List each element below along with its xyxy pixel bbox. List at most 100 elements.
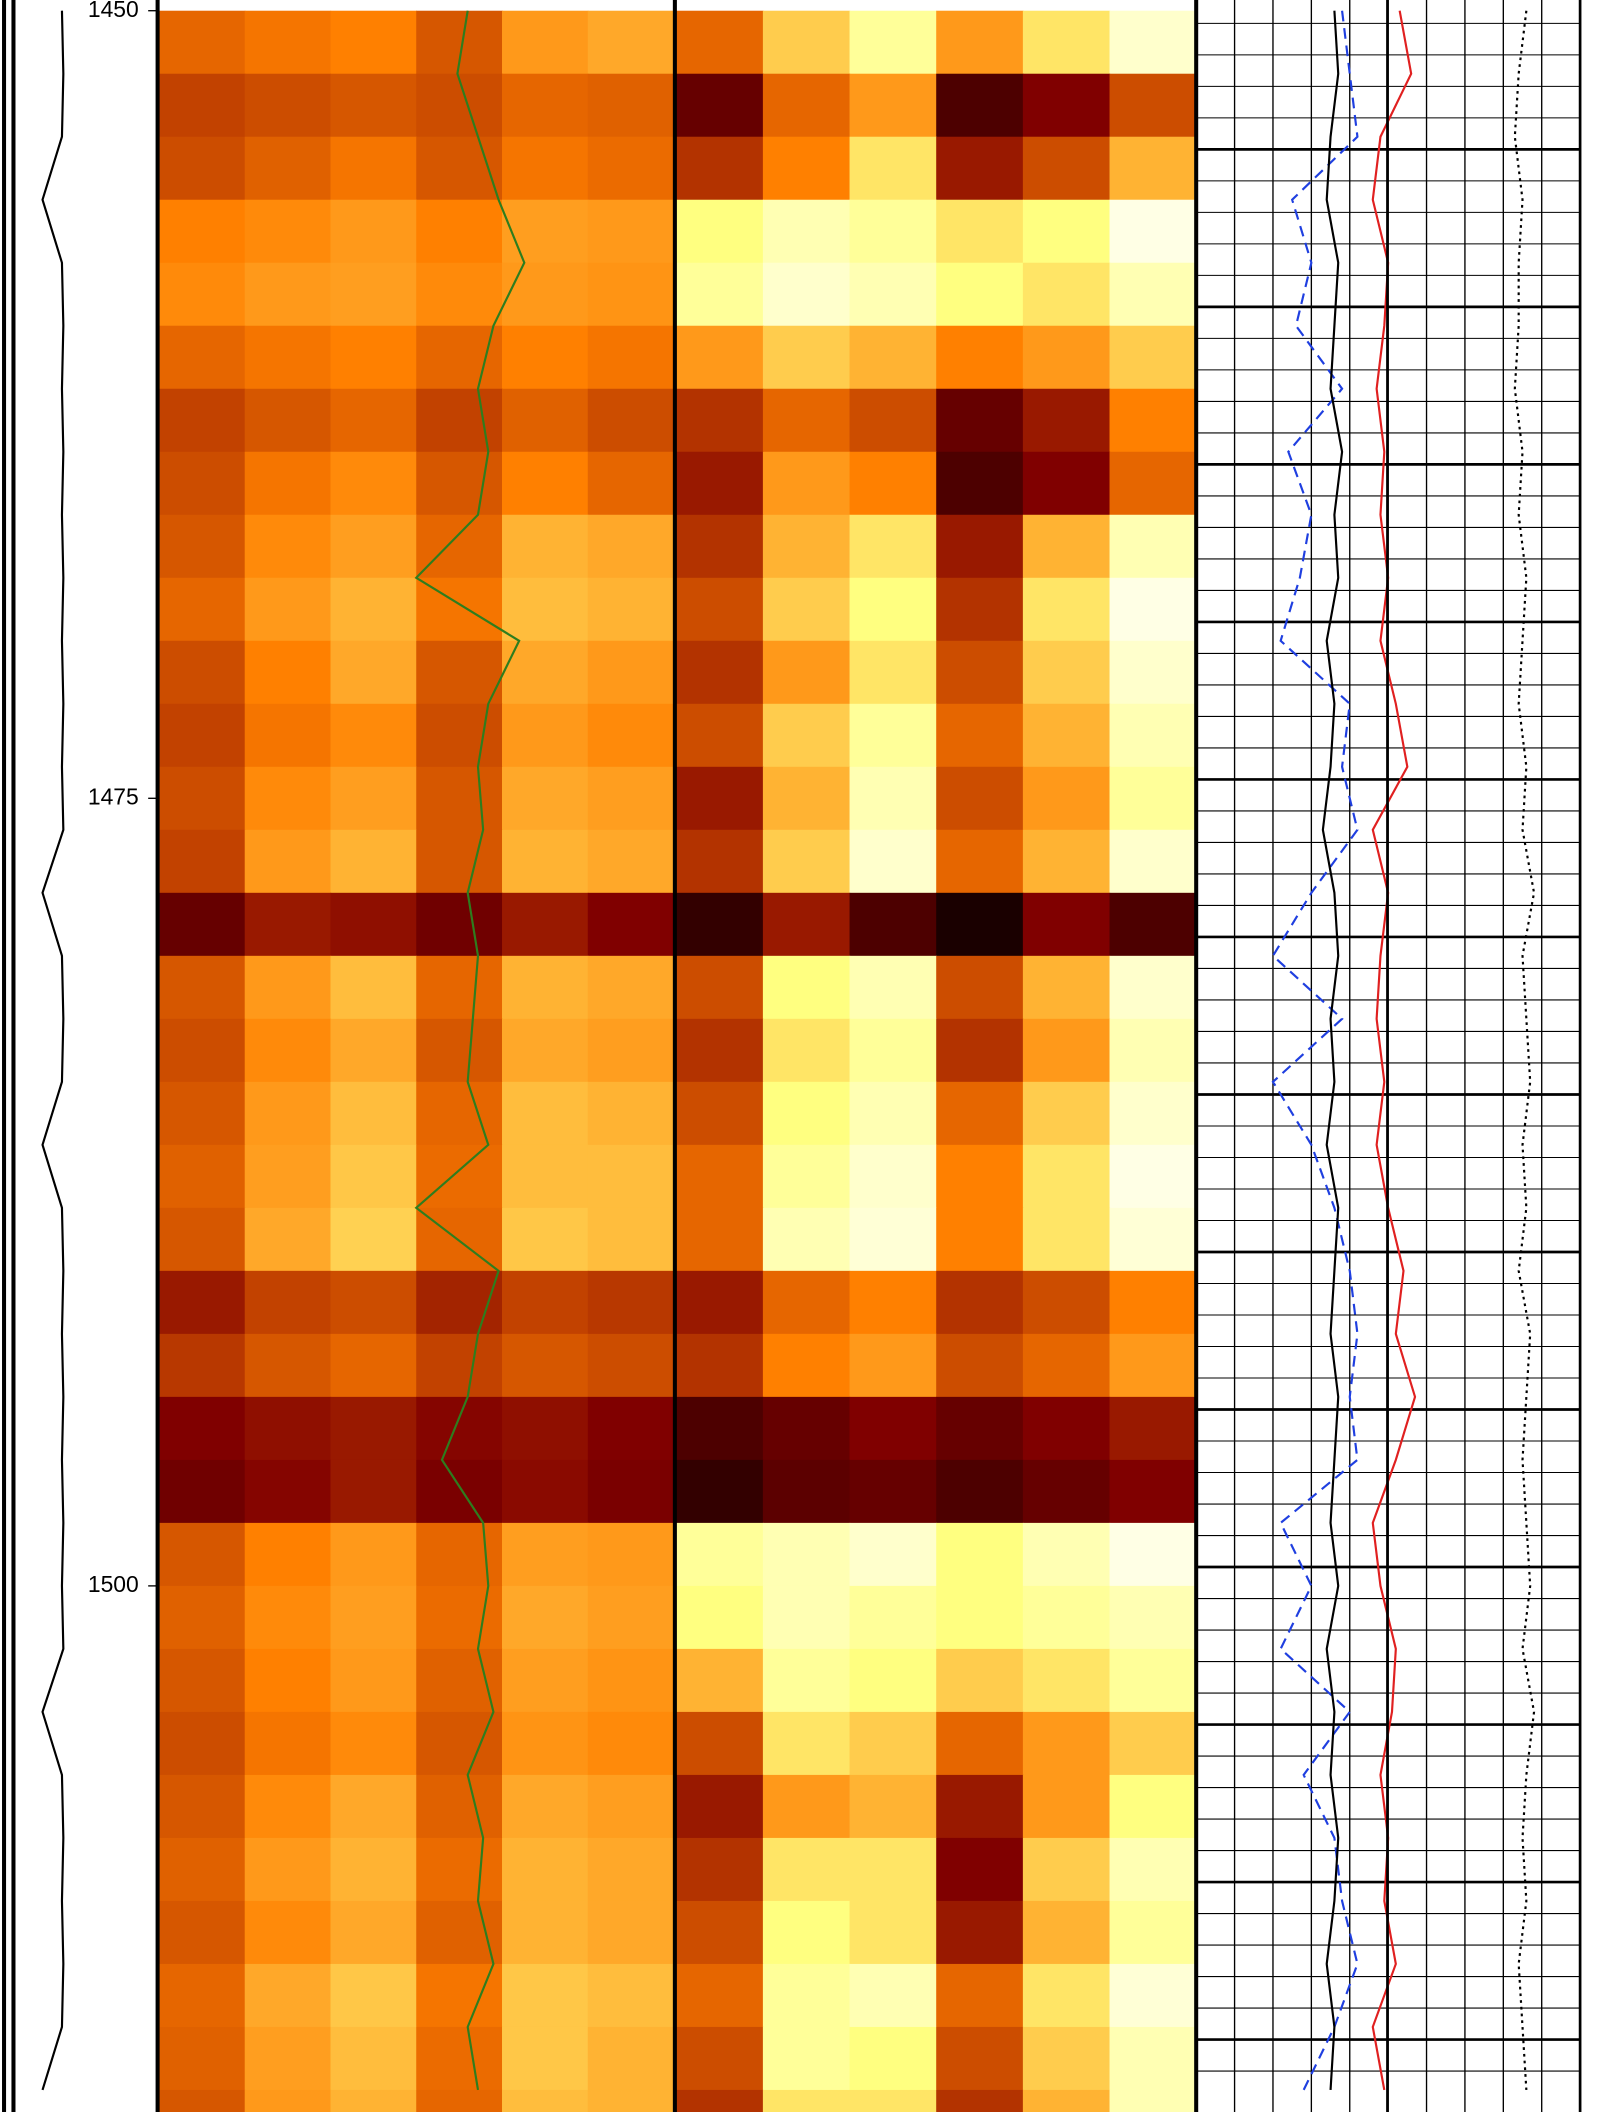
heat-cell bbox=[416, 1648, 503, 1713]
heat-cell bbox=[244, 1018, 332, 1083]
heat-cell bbox=[676, 1711, 764, 1776]
heat-cell bbox=[762, 136, 851, 201]
heat-cell bbox=[849, 577, 937, 642]
heat-cell bbox=[1022, 829, 1111, 894]
log-curve bbox=[1513, 10, 1536, 2091]
heat-cell bbox=[416, 1837, 503, 1902]
heat-cell bbox=[158, 1396, 246, 1461]
heat-cell bbox=[1022, 955, 1111, 1020]
heat-cell bbox=[587, 766, 675, 831]
heat-cell bbox=[762, 1459, 851, 1524]
heat-cell bbox=[244, 892, 332, 957]
heat-cell bbox=[416, 1459, 503, 1524]
heat-cell bbox=[330, 577, 417, 642]
heat-cell bbox=[936, 73, 1024, 138]
heat-cell bbox=[676, 1207, 764, 1272]
heat-cell bbox=[936, 955, 1024, 1020]
heat-cell bbox=[1022, 1207, 1111, 1272]
heat-cell bbox=[1022, 640, 1111, 705]
heat-cell bbox=[158, 1900, 246, 1965]
heat-cell bbox=[1109, 1018, 1197, 1083]
heat-cell bbox=[936, 640, 1024, 705]
heat-cell bbox=[762, 703, 851, 768]
heat-cell bbox=[158, 73, 246, 138]
heat-cell bbox=[244, 1774, 332, 1839]
heat-cell bbox=[502, 1459, 589, 1524]
heat-cell bbox=[416, 262, 503, 327]
heat-cell bbox=[416, 73, 503, 138]
heat-cell bbox=[1109, 136, 1197, 201]
depth-label: 1500 bbox=[88, 1571, 139, 1597]
heat-cell bbox=[1109, 1837, 1197, 1902]
heat-cell bbox=[762, 1018, 851, 1083]
heat-cell bbox=[849, 1018, 937, 1083]
heat-cell bbox=[158, 703, 246, 768]
heat-cell bbox=[849, 514, 937, 579]
heat-cell bbox=[587, 1648, 675, 1713]
heat-cell bbox=[330, 451, 417, 516]
heat-cell bbox=[416, 199, 503, 264]
heat-cell bbox=[762, 1333, 851, 1398]
heat-cell bbox=[587, 1711, 675, 1776]
heat-cell bbox=[158, 1144, 246, 1209]
heat-cell bbox=[936, 1144, 1024, 1209]
heat-cell bbox=[1022, 1396, 1111, 1461]
heat-cell bbox=[502, 955, 589, 1020]
heat-cell bbox=[1109, 10, 1197, 75]
heat-cell bbox=[762, 892, 851, 957]
heat-cell bbox=[936, 1207, 1024, 1272]
heat-cell bbox=[502, 1333, 589, 1398]
heat-cell bbox=[1022, 136, 1111, 201]
heat-cell bbox=[158, 892, 246, 957]
heat-cell bbox=[1109, 829, 1197, 894]
heat-cell bbox=[587, 136, 675, 201]
heat-cell bbox=[416, 388, 503, 453]
heat-cell bbox=[158, 829, 246, 894]
heat-cell bbox=[587, 262, 675, 327]
heat-cell bbox=[502, 199, 589, 264]
heat-cell bbox=[762, 2026, 851, 2091]
heat-cell bbox=[330, 766, 417, 831]
heat-cell bbox=[849, 1963, 937, 2028]
heat-cell bbox=[1109, 1522, 1197, 1587]
heat-cell bbox=[849, 1207, 937, 1272]
heat-cell bbox=[1109, 2089, 1197, 2112]
heat-cell bbox=[762, 1900, 851, 1965]
heat-cell bbox=[849, 640, 937, 705]
heat-cell bbox=[1022, 325, 1111, 390]
heat-cell bbox=[676, 2089, 764, 2112]
heat-cell bbox=[502, 1963, 589, 2028]
heat-cell bbox=[244, 1837, 332, 1902]
heat-cell bbox=[762, 1774, 851, 1839]
heat-cell bbox=[762, 955, 851, 1020]
heat-cell bbox=[587, 325, 675, 390]
heat-cell bbox=[849, 1522, 937, 1587]
heat-cell bbox=[158, 1522, 246, 1587]
heat-cell bbox=[1109, 262, 1197, 327]
heat-cell bbox=[1022, 703, 1111, 768]
heat-cell bbox=[1109, 766, 1197, 831]
heat-cell bbox=[936, 325, 1024, 390]
heat-cell bbox=[1022, 10, 1111, 75]
heat-cell bbox=[587, 1585, 675, 1650]
heat-cell bbox=[762, 577, 851, 642]
heat-cell bbox=[330, 1459, 417, 1524]
heat-cell bbox=[330, 1144, 417, 1209]
heat-cell bbox=[158, 1207, 246, 1272]
heat-cell bbox=[676, 1270, 764, 1335]
heat-cell bbox=[330, 2026, 417, 2091]
heat-cell bbox=[416, 1396, 503, 1461]
heat-cell bbox=[158, 1585, 246, 1650]
log-curve bbox=[414, 10, 526, 2091]
heat-cell bbox=[244, 1333, 332, 1398]
heat-cell bbox=[676, 640, 764, 705]
heat-cell bbox=[502, 514, 589, 579]
heat-cell bbox=[1022, 2089, 1111, 2112]
heat-cell bbox=[330, 2089, 417, 2112]
heat-cell bbox=[330, 199, 417, 264]
heat-cell bbox=[936, 199, 1024, 264]
heat-cell bbox=[587, 73, 675, 138]
heat-cell bbox=[416, 1585, 503, 1650]
